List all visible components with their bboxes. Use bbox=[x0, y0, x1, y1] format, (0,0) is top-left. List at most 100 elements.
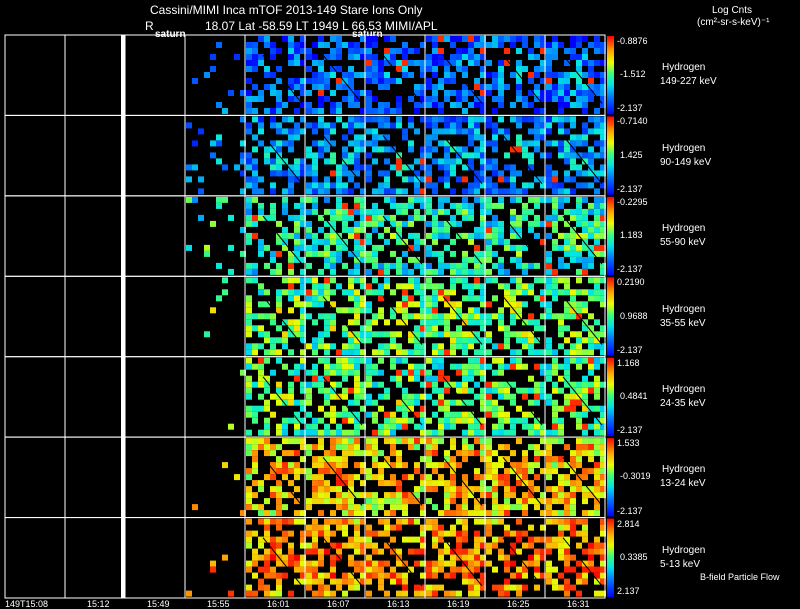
heatmap-pixel bbox=[582, 301, 588, 308]
heatmap-pixel bbox=[546, 48, 552, 54]
heatmap-pixel bbox=[486, 60, 492, 66]
heatmap-pixel bbox=[480, 36, 486, 42]
heatmap-pixel bbox=[456, 301, 462, 308]
heatmap-pixel bbox=[312, 590, 318, 597]
heatmap-pixel bbox=[444, 170, 450, 177]
heatmap-pixel bbox=[516, 214, 522, 221]
heatmap-pixel bbox=[486, 268, 492, 275]
heatmap-pixel bbox=[342, 456, 348, 463]
heatmap-pixel bbox=[504, 268, 510, 275]
heatmap-pixel bbox=[576, 518, 582, 525]
heatmap-pixel bbox=[330, 387, 336, 394]
heatmap-pixel bbox=[546, 450, 552, 457]
heatmap-pixel bbox=[324, 54, 330, 60]
heatmap-pixel bbox=[492, 486, 498, 493]
heatmap-pixel bbox=[426, 438, 432, 445]
heatmap-pixel bbox=[600, 244, 606, 251]
colorbar-2 bbox=[607, 196, 614, 276]
heatmap-pixel bbox=[564, 375, 570, 382]
heatmap-pixel bbox=[516, 337, 522, 344]
heatmap-pixel bbox=[510, 530, 516, 537]
heatmap-pixel bbox=[474, 102, 480, 108]
heatmap-pixel bbox=[300, 542, 306, 549]
heatmap-pixel bbox=[258, 60, 264, 66]
heatmap-pixel bbox=[276, 262, 282, 269]
heatmap-pixel bbox=[432, 250, 438, 257]
heatmap-pixel bbox=[498, 480, 504, 487]
heatmap-pixel bbox=[468, 202, 474, 209]
heatmap-pixel bbox=[396, 504, 402, 511]
heatmap-pixel bbox=[402, 220, 408, 227]
heatmap-pixel bbox=[486, 238, 492, 245]
heatmap-pixel bbox=[492, 164, 498, 171]
heatmap-pixel bbox=[540, 387, 546, 394]
heatmap-pixel bbox=[360, 578, 366, 585]
heatmap-pixel bbox=[348, 399, 354, 406]
heatmap-pixel bbox=[564, 399, 570, 406]
heatmap-pixel bbox=[552, 170, 558, 177]
heatmap-pixel bbox=[354, 152, 360, 159]
heatmap-pixel bbox=[360, 331, 366, 338]
heatmap-pixel bbox=[480, 140, 486, 147]
heatmap-pixel bbox=[396, 158, 402, 165]
heatmap-pixel bbox=[348, 66, 354, 72]
image-cell-border bbox=[64, 517, 126, 599]
heatmap-pixel bbox=[402, 301, 408, 308]
heatmap-pixel bbox=[600, 518, 606, 525]
heatmap-pixel bbox=[432, 399, 438, 406]
heatmap-pixel bbox=[564, 146, 570, 153]
chart-title: Cassini/MIMI Inca mTOF 2013-149 Stare Io… bbox=[150, 3, 423, 17]
heatmap-pixel bbox=[294, 96, 300, 102]
heatmap-pixel bbox=[540, 438, 546, 445]
bfield-line bbox=[562, 456, 603, 506]
heatmap-pixel bbox=[408, 405, 414, 412]
heatmap-pixel bbox=[558, 423, 564, 430]
heatmap-pixel bbox=[546, 182, 552, 189]
heatmap-pixel bbox=[564, 369, 570, 376]
heatmap-pixel bbox=[528, 196, 534, 203]
heatmap-pixel bbox=[414, 548, 420, 555]
heatmap-pixel bbox=[444, 510, 450, 517]
heatmap-pixel bbox=[594, 405, 600, 412]
heatmap-pixel bbox=[390, 444, 396, 451]
heatmap-pixel bbox=[258, 444, 264, 451]
heatmap-pixel bbox=[600, 42, 606, 48]
heatmap-pixel bbox=[432, 60, 438, 66]
heatmap-pixel bbox=[552, 238, 558, 245]
heatmap-pixel bbox=[456, 54, 462, 60]
heatmap-pixel bbox=[252, 444, 258, 451]
heatmap-pixel bbox=[372, 289, 378, 296]
heatmap-pixel bbox=[450, 381, 456, 388]
heatmap-pixel bbox=[246, 566, 252, 573]
heatmap-pixel bbox=[462, 524, 468, 531]
heatmap-pixel bbox=[510, 182, 516, 189]
heatmap-pixel bbox=[414, 244, 420, 251]
heatmap-pixel bbox=[396, 96, 402, 102]
heatmap-pixel bbox=[270, 164, 276, 171]
heatmap-pixel bbox=[546, 510, 552, 517]
heatmap-pixel bbox=[600, 325, 606, 332]
heatmap-pixel bbox=[390, 196, 396, 203]
heatmap-pixel bbox=[528, 102, 534, 108]
heatmap-pixel bbox=[432, 411, 438, 418]
heatmap-pixel bbox=[246, 128, 252, 135]
heatmap-pixel bbox=[420, 196, 426, 203]
heatmap-pixel bbox=[492, 146, 498, 153]
heatmap-pixel bbox=[444, 381, 450, 388]
heatmap-pixel bbox=[384, 84, 390, 90]
heatmap-pixel bbox=[396, 301, 402, 308]
heatmap-pixel bbox=[582, 152, 588, 159]
heatmap-pixel bbox=[414, 518, 420, 525]
heatmap-pixel bbox=[570, 381, 576, 388]
heatmap-pixel bbox=[282, 277, 288, 284]
heatmap-pixel bbox=[498, 66, 504, 72]
heatmap-pixel bbox=[510, 307, 516, 314]
heatmap-pixel bbox=[558, 548, 564, 555]
heatmap-pixel bbox=[480, 96, 486, 102]
heatmap-pixel bbox=[528, 349, 534, 356]
heatmap-pixel bbox=[366, 256, 372, 263]
heatmap-pixel bbox=[282, 102, 288, 108]
heatmap-pixel bbox=[366, 301, 372, 308]
heatmap-pixel bbox=[474, 554, 480, 561]
heatmap-pixel bbox=[378, 146, 384, 153]
